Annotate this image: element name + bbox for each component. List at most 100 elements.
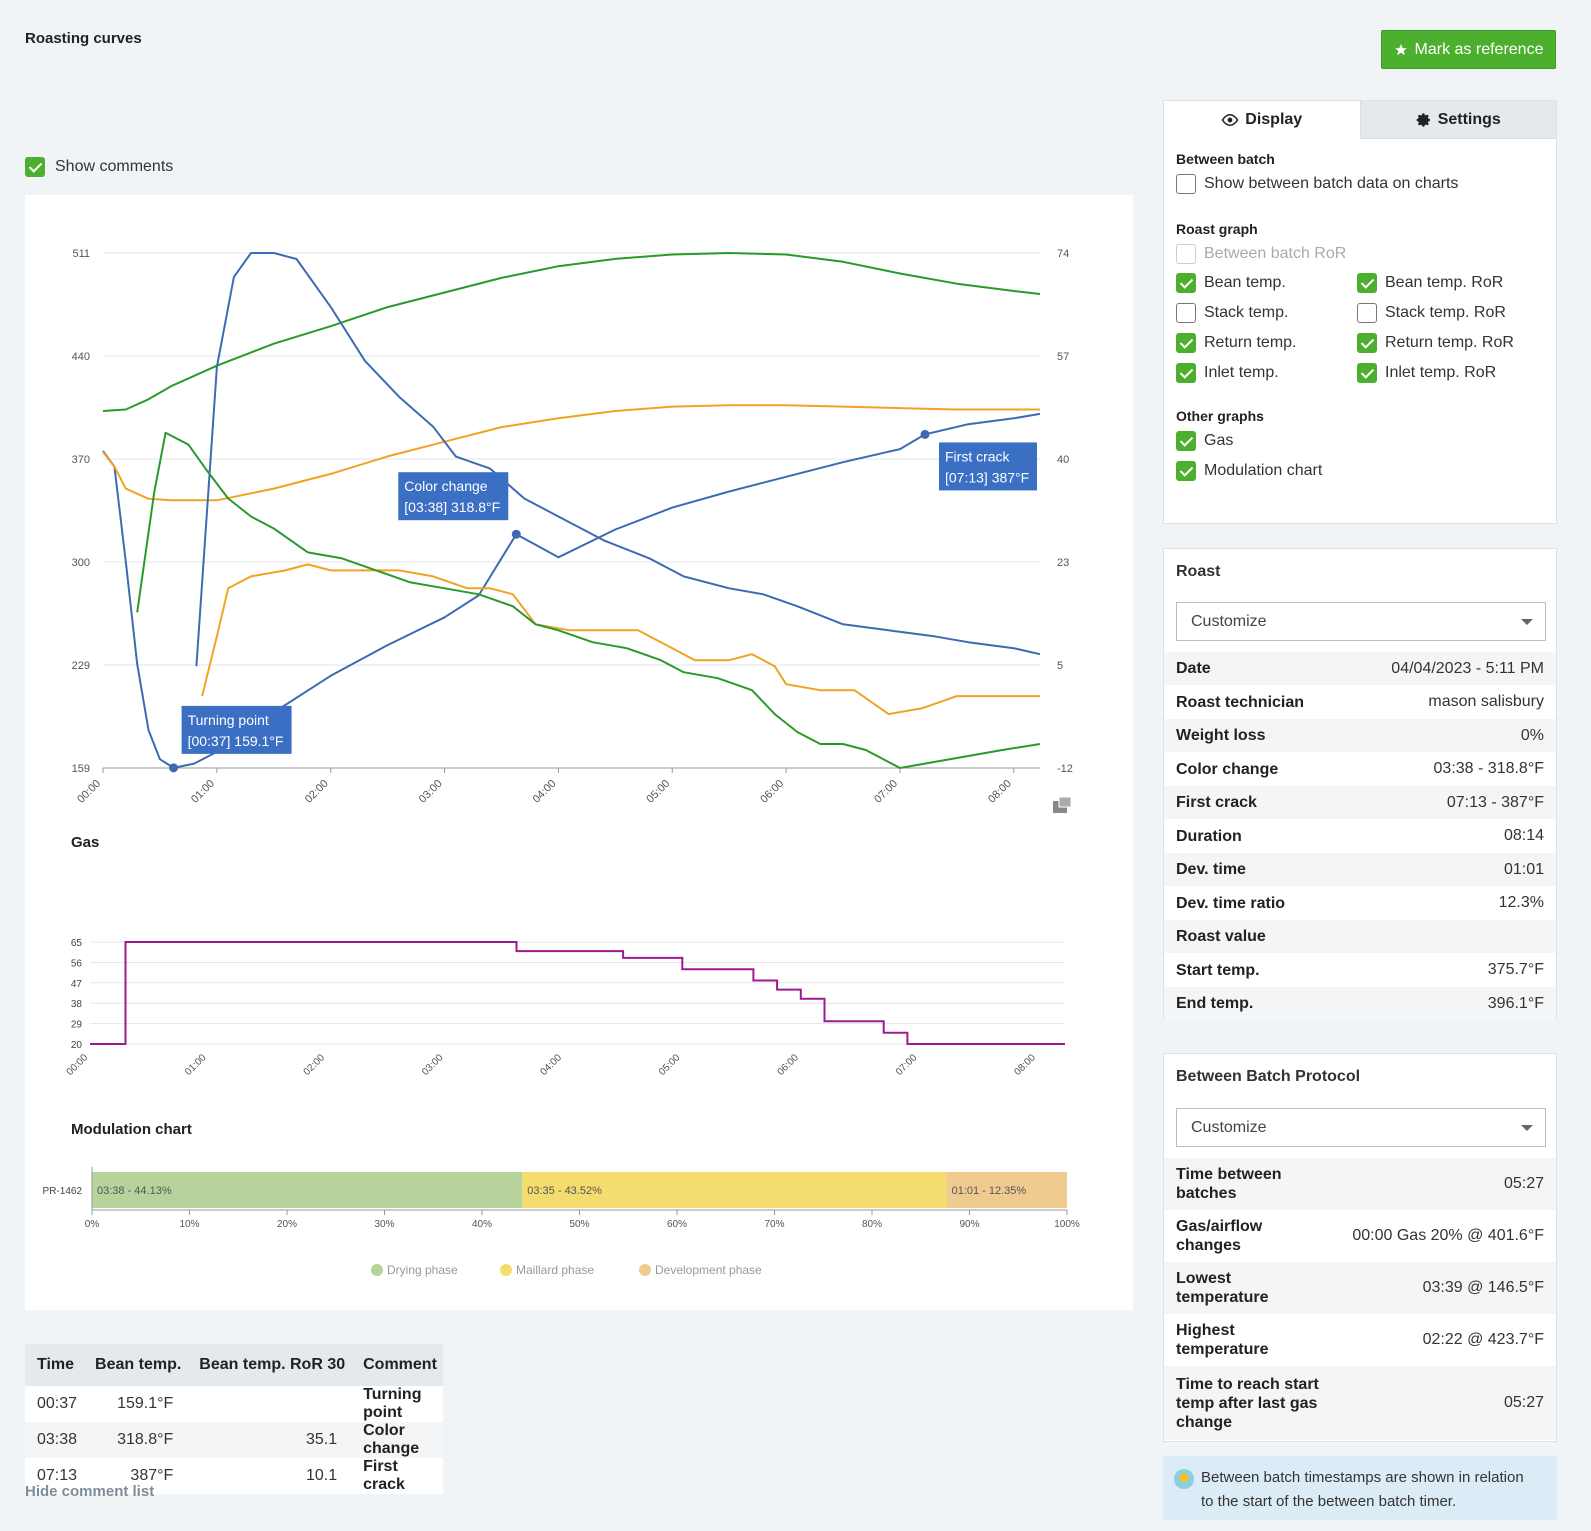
detail-value: 05:27 — [1503, 1175, 1544, 1192]
y-tick-label: 65 — [71, 938, 83, 949]
export-icon[interactable] — [1053, 796, 1072, 813]
detail-key-line: Highest — [1176, 1322, 1235, 1339]
option-return-temp-ror[interactable]: Return temp. RoR — [1357, 333, 1514, 353]
x-tick-label: 00:00 — [75, 778, 103, 806]
detail-key-line: change — [1176, 1413, 1233, 1431]
detail-key-line: temp after last gas — [1176, 1394, 1318, 1412]
detail-row: Dev. time 01:01 — [1164, 853, 1556, 886]
checkbox — [1176, 244, 1196, 264]
detail-row: Roast value — [1164, 920, 1556, 953]
option-between-batch-data[interactable]: Show between batch data on charts — [1176, 174, 1458, 194]
option-bean-temp-[interactable]: Bean temp. — [1176, 273, 1286, 293]
checkbox[interactable] — [1176, 333, 1196, 353]
comment-table-header: Time Bean temp. Bean temp. RoR 30 Commen… — [25, 1344, 443, 1386]
col-comment: Comment — [351, 1344, 443, 1386]
detail-value: 00:00 Gas 20% @ 401.6°F — [1352, 1227, 1544, 1244]
cell-ror: 10.1 — [305, 1467, 338, 1484]
detail-row: Roast technician mason salisbury — [1164, 686, 1556, 719]
option-bean-temp-ror[interactable]: Bean temp. RoR — [1357, 273, 1503, 293]
x-tick-label: 05:00 — [644, 778, 672, 806]
tab-display-label: Display — [1245, 111, 1303, 128]
option-gas[interactable]: Gas — [1176, 431, 1233, 451]
checkbox[interactable] — [1176, 273, 1196, 293]
hide-comment-list-link[interactable]: Hide comment list — [25, 1483, 155, 1500]
x-tick-label: 02:00 — [303, 778, 331, 806]
option-inlet-temp-[interactable]: Inlet temp. — [1176, 363, 1279, 383]
col-bean-temp: Bean temp. — [83, 1344, 188, 1386]
detail-value: 05:27 — [1503, 1394, 1544, 1411]
select-value: Customize — [1191, 1118, 1267, 1136]
show-comments-checkbox[interactable] — [25, 157, 45, 177]
checkbox[interactable] — [1357, 363, 1377, 383]
segment-label: 03:35 - 43.52% — [527, 1185, 602, 1197]
x-tick-label: 04:00 — [531, 778, 559, 806]
series-line-inlet-temp-ror — [136, 431, 1041, 769]
detail-key-line: Time between — [1176, 1166, 1282, 1183]
x-tick-label: 07:00 — [894, 1052, 920, 1078]
option-modulation-chart[interactable]: Modulation chart — [1176, 461, 1322, 481]
checkbox[interactable] — [1357, 333, 1377, 353]
checkbox[interactable] — [1176, 461, 1196, 481]
between-batch-title: Between batch — [1176, 151, 1275, 167]
x-tick-label: 07:00 — [872, 778, 900, 806]
tab-settings-label: Settings — [1437, 110, 1501, 128]
detail-key-line: Lowest — [1176, 1270, 1232, 1287]
series-line-bean-temp- — [102, 412, 1041, 769]
page-title: Roasting curves — [25, 30, 142, 47]
option-label: Inlet temp. RoR — [1385, 364, 1497, 381]
show-comments-toggle[interactable]: Show comments — [25, 157, 173, 177]
detail-key: End temp. — [1176, 995, 1254, 1012]
checkbox[interactable] — [1176, 303, 1196, 323]
series-line-bean-temp-ror — [195, 252, 1041, 667]
show-comments-label: Show comments — [55, 158, 174, 175]
x-tick-label: 10% — [179, 1219, 199, 1230]
roast-customize-select[interactable]: Customize — [1176, 602, 1546, 641]
bb-customize-select[interactable]: Customize — [1176, 1108, 1546, 1147]
x-tick-label: 50% — [569, 1219, 589, 1230]
y-left-tick-label: 229 — [72, 660, 90, 672]
detail-row: Duration 08:14 — [1164, 820, 1556, 853]
checkbox[interactable] — [1176, 363, 1196, 383]
detail-key: Duration — [1176, 827, 1242, 845]
cell-comment: Color change — [351, 1422, 443, 1458]
option-stack-temp-ror[interactable]: Stack temp. RoR — [1357, 303, 1506, 323]
checkbox[interactable] — [1176, 174, 1196, 194]
detail-row: Lowest temperature 03:39 @ 146.5°F — [1164, 1262, 1556, 1314]
checkbox[interactable] — [1176, 431, 1196, 451]
segment-development-phase — [946, 1172, 1067, 1208]
checkbox[interactable] — [1357, 303, 1377, 323]
detail-key-line: temperature — [1176, 1341, 1269, 1358]
mark-as-reference-button[interactable]: Mark as reference — [1381, 30, 1556, 69]
tab-display[interactable]: Display — [1164, 101, 1360, 139]
detail-key: Color change — [1176, 760, 1279, 778]
detail-value: 02:22 @ 423.7°F — [1422, 1331, 1544, 1348]
option-return-temp-[interactable]: Return temp. — [1176, 333, 1296, 353]
detail-key-line: Gas/airflow — [1176, 1218, 1263, 1235]
detail-value: 396.1°F — [1487, 994, 1544, 1012]
option-inlet-temp-ror[interactable]: Inlet temp. RoR — [1357, 363, 1496, 383]
table-row: 07:13 387°F 10.1 First crack — [25, 1458, 443, 1494]
cell-comment: Turning point — [363, 1386, 422, 1421]
detail-row: Dev. time ratio 12.3% — [1164, 887, 1556, 920]
detail-value: 08:14 — [1503, 827, 1544, 844]
checkbox[interactable] — [1357, 273, 1377, 293]
detail-key: Weight loss — [1176, 727, 1266, 744]
y-tick-label: 20 — [71, 1040, 83, 1051]
x-tick-label: 20% — [277, 1219, 297, 1230]
detail-key-line: temperature — [1176, 1289, 1269, 1306]
eye-icon — [1221, 114, 1239, 126]
y-left-tick-label: 440 — [72, 351, 90, 363]
marker-box-first-crack — [939, 442, 1038, 491]
cell-ror — [187, 1386, 351, 1422]
y-left-tick-label: 370 — [72, 454, 90, 466]
option-label: Modulation chart — [1204, 462, 1323, 479]
marker-title-first-crack: First crack — [945, 448, 1011, 464]
modulation-chart-title: Modulation chart — [71, 1121, 192, 1138]
roast-graph: 511 74 440 57 370 40 300 23 229 5 159 -12 00:00 01:00… — [72, 248, 1073, 806]
marker-point-color-change — [511, 529, 521, 539]
tab-settings[interactable]: Settings — [1359, 101, 1556, 139]
option-label: Bean temp. RoR — [1385, 274, 1504, 291]
option-stack-temp-[interactable]: Stack temp. — [1176, 303, 1288, 323]
detail-value: 375.7°F — [1487, 961, 1544, 978]
roast-panel: Roast Customize Date 04/04/2023 - 5:11 PM… — [1163, 548, 1557, 1020]
